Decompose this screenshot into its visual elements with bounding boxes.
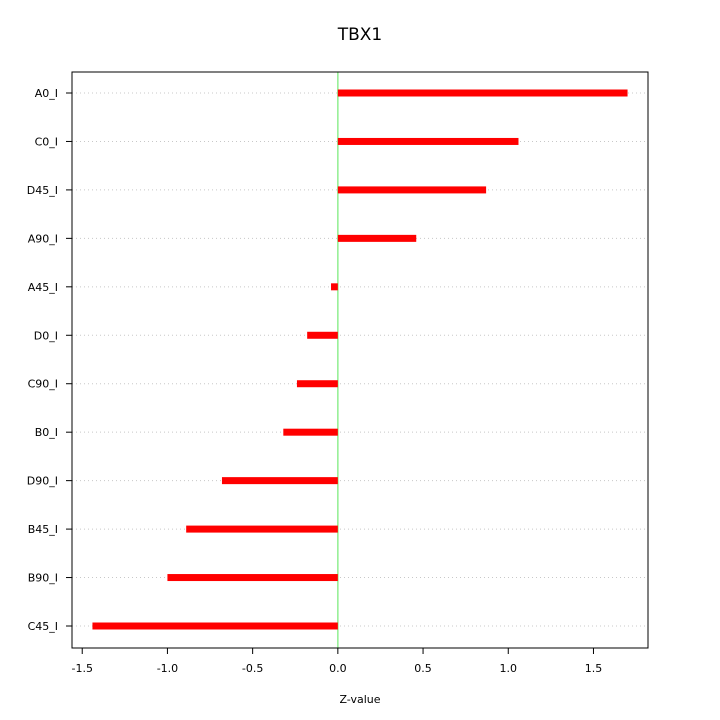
y-tick-label: B90_I — [28, 572, 58, 585]
bar-b45-i — [186, 525, 338, 533]
y-tick-label: A45_I — [28, 281, 58, 294]
bar-d90-i — [221, 477, 338, 485]
bar-c45-i — [92, 622, 338, 630]
y-axis: A0_I C0_I D45_I A90_I A45_I D0_I C90_I B0_I D90_… — [27, 87, 72, 633]
x-axis: -1.5 -1.0 -0.5 0.0 0.5 1.0 1.5 — [71, 648, 602, 675]
plot-frame — [71, 71, 649, 649]
y-tick-label: B0_I — [35, 426, 58, 439]
bar-d45-i — [337, 186, 487, 194]
y-tick-label: A0_I — [35, 87, 58, 100]
y-tick-label: B45_I — [28, 523, 58, 536]
chart-title: TBX1 — [337, 25, 383, 45]
y-tick-label: D0_I — [34, 329, 58, 342]
grid-lines — [72, 92, 648, 627]
bar-a0-i — [337, 89, 628, 97]
y-tick-label: D45_I — [27, 184, 58, 197]
y-tick-label: D90_I — [27, 475, 58, 488]
x-axis-label: Z-value — [339, 693, 380, 706]
x-tick-label: 0.5 — [414, 662, 432, 675]
x-tick-label: 1.5 — [585, 662, 603, 675]
bars — [92, 89, 628, 630]
x-tick-label: -0.5 — [242, 662, 263, 675]
y-tick-label: A90_I — [28, 232, 58, 245]
bar-b90-i — [167, 574, 338, 582]
bar-c90-i — [296, 380, 338, 388]
bar-b0-i — [283, 428, 338, 436]
y-tick-label: C45_I — [28, 620, 58, 633]
x-tick-label: -1.0 — [157, 662, 178, 675]
y-tick-label: C90_I — [28, 378, 58, 391]
bar-c0-i — [337, 137, 519, 145]
bar-d0-i — [307, 331, 338, 339]
x-tick-label: -1.5 — [71, 662, 92, 675]
x-tick-label: 1.0 — [500, 662, 518, 675]
bar-a45-i — [331, 283, 338, 291]
bar-a90-i — [337, 234, 417, 242]
y-tick-label: C0_I — [35, 135, 58, 148]
x-tick-label: 0.0 — [329, 662, 347, 675]
